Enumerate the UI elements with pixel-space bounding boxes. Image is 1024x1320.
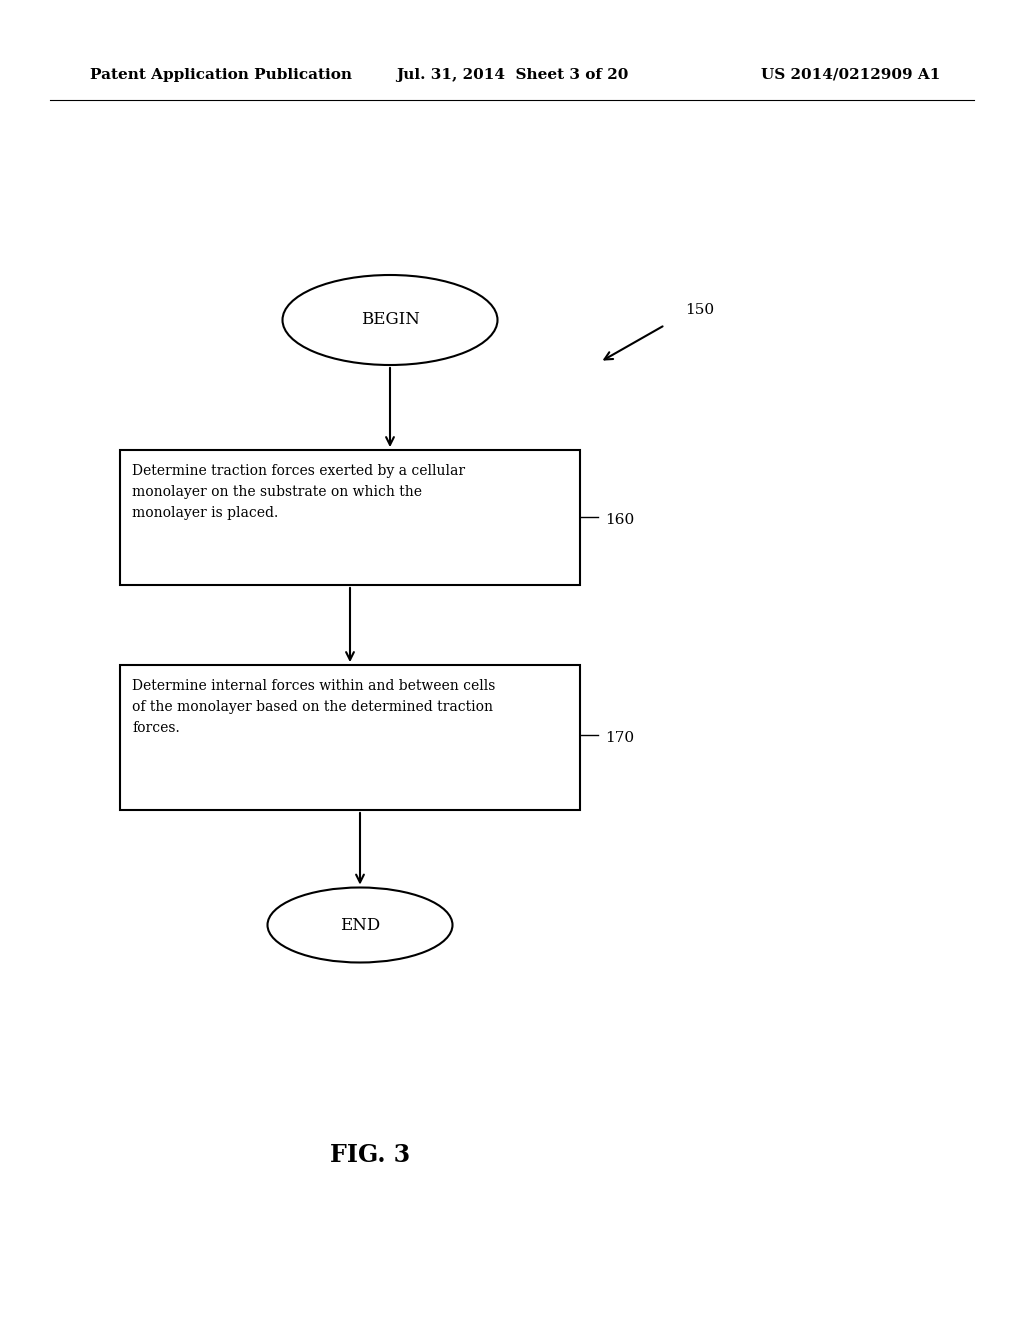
Bar xyxy=(120,665,580,810)
Text: FIG. 3: FIG. 3 xyxy=(330,1143,410,1167)
Text: US 2014/0212909 A1: US 2014/0212909 A1 xyxy=(761,69,940,82)
Text: Determine traction forces exerted by a cellular
monolayer on the substrate on wh: Determine traction forces exerted by a c… xyxy=(132,465,465,520)
Text: BEGIN: BEGIN xyxy=(360,312,420,329)
Text: Patent Application Publication: Patent Application Publication xyxy=(90,69,352,82)
Text: 170: 170 xyxy=(605,731,634,744)
Text: 150: 150 xyxy=(685,304,714,317)
Text: Jul. 31, 2014  Sheet 3 of 20: Jul. 31, 2014 Sheet 3 of 20 xyxy=(396,69,628,82)
Bar xyxy=(120,450,580,585)
Ellipse shape xyxy=(283,275,498,366)
Text: 160: 160 xyxy=(605,513,634,527)
Text: END: END xyxy=(340,916,380,933)
Text: Determine internal forces within and between cells
of the monolayer based on the: Determine internal forces within and bet… xyxy=(132,678,496,735)
Ellipse shape xyxy=(267,887,453,962)
